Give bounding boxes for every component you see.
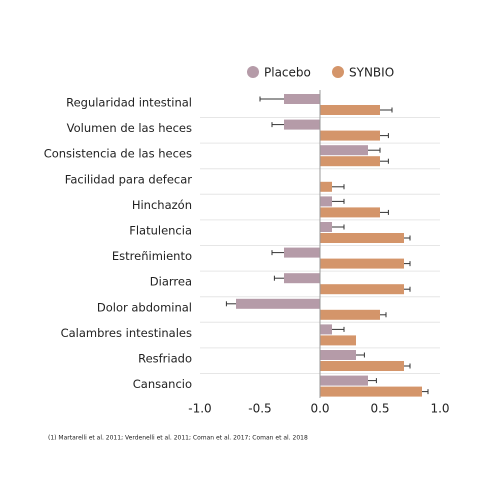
y-tick-label: Diarrea [150, 275, 192, 289]
legend-swatch [332, 66, 344, 78]
x-tick-label: 0.5 [370, 402, 389, 416]
bar [236, 298, 320, 309]
legend-label: SYNBIO [349, 66, 394, 80]
y-tick-label: Dolor abdominal [97, 300, 192, 314]
x-tick-label: 1.0 [430, 402, 449, 416]
bar [320, 207, 380, 218]
y-tick-label: Volumen de las heces [67, 121, 192, 135]
y-tick-label: Calambres intestinales [61, 326, 192, 340]
bar [320, 181, 332, 192]
y-tick-label: Flatulencia [129, 224, 192, 238]
bar [320, 335, 356, 346]
bar [320, 361, 404, 371]
bar [320, 386, 422, 397]
bar [320, 324, 332, 335]
bar [284, 273, 320, 284]
x-tick-label: -0.5 [248, 402, 271, 416]
legend-swatch [247, 66, 259, 78]
bar [284, 247, 320, 258]
x-tick-label: -1.0 [188, 402, 211, 416]
bar [284, 119, 320, 130]
bar [320, 375, 368, 386]
y-tick-label: Facilidad para defecar [65, 172, 192, 186]
bar [320, 222, 332, 232]
bar [320, 350, 356, 360]
bar [320, 145, 368, 156]
bar [320, 309, 380, 320]
y-tick-label: Consistencia de las heces [44, 147, 192, 161]
x-tick-label: 0.0 [310, 402, 329, 416]
y-tick-label: Cansancio [133, 377, 192, 391]
bar [320, 156, 380, 167]
bar [320, 130, 380, 141]
y-tick-label: Regularidad intestinal [66, 96, 192, 110]
bar [320, 105, 380, 115]
y-tick-label: Resfriado [138, 352, 192, 366]
bar [320, 233, 404, 243]
bar [320, 196, 332, 207]
legend-label: Placebo [264, 66, 311, 80]
bar [320, 284, 404, 295]
y-tick-label: Hinchazón [132, 198, 192, 212]
bar [320, 258, 404, 269]
y-tick-label: Estreñimiento [112, 249, 192, 263]
bar [284, 94, 320, 104]
footnote: (1) Martarelli et al. 2011; Verdenelli e… [48, 435, 308, 442]
